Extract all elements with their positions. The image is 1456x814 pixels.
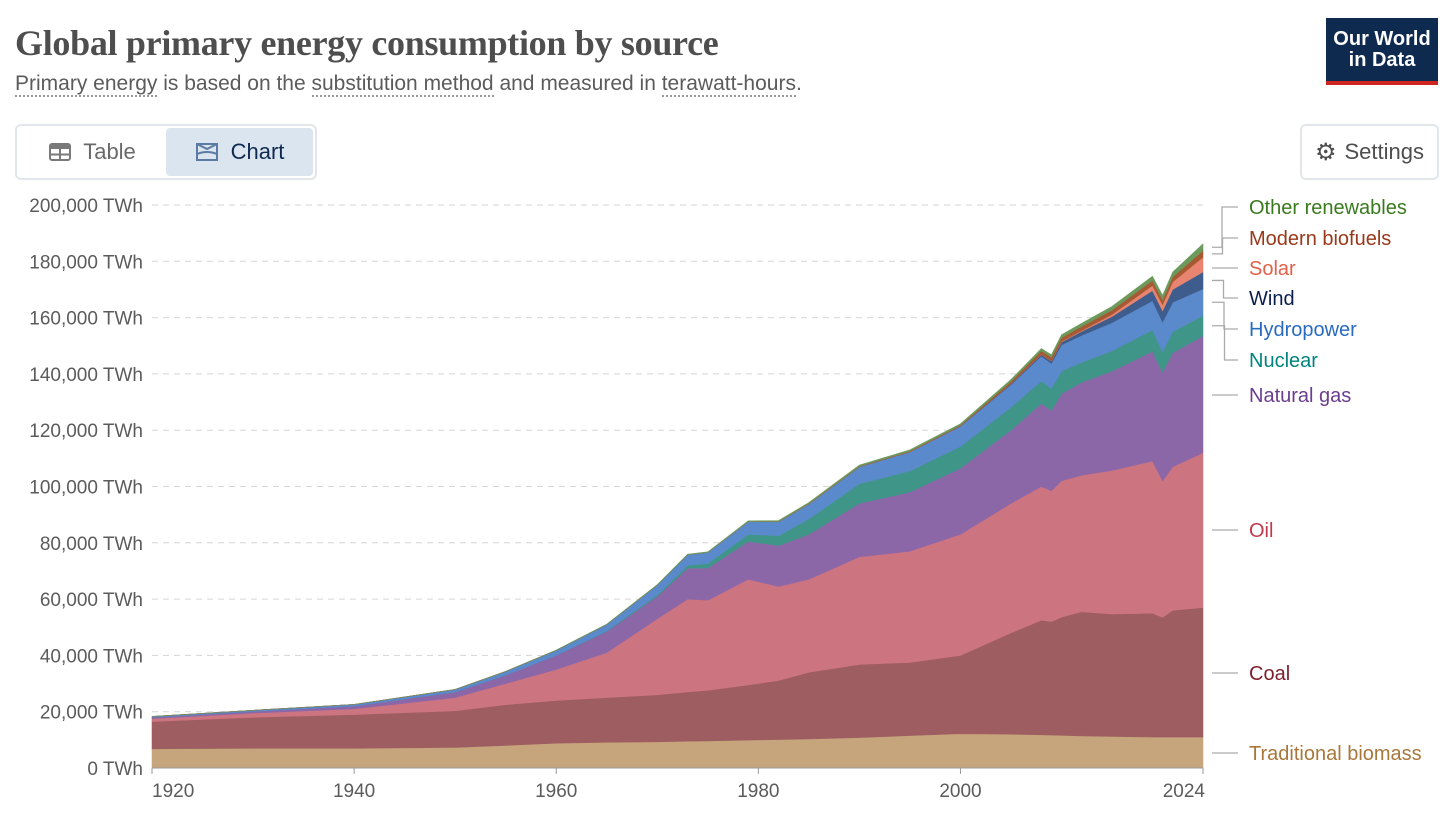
legend-label: Nuclear (1249, 350, 1318, 372)
legend-label: Traditional biomass (1249, 743, 1422, 765)
subtitle-text: and measured in (493, 72, 662, 95)
legend-item-nuclear[interactable]: Nuclear (1212, 325, 1318, 372)
settings-label: Settings (1344, 139, 1425, 164)
legend-label: Wind (1249, 288, 1295, 310)
legend-item-oil[interactable]: Oil (1212, 520, 1273, 542)
y-tick-label: 0 TWh (87, 759, 143, 780)
x-tick-label: 2000 (939, 781, 981, 802)
y-tick-label: 20,000 TWh (40, 703, 143, 724)
tab-chart-label: Chart (230, 139, 285, 164)
subtitle: Primary energy is based on the substitut… (15, 72, 802, 97)
legend-label: Other renewables (1249, 197, 1407, 219)
terawatt-hours-link[interactable]: terawatt-hours (661, 72, 796, 97)
legend-label: Solar (1249, 258, 1296, 280)
y-tick-label: 140,000 TWh (29, 365, 143, 386)
legend-label: Coal (1249, 663, 1290, 685)
legend-item-modern-biofuels[interactable]: Modern biofuels (1212, 228, 1391, 255)
x-tick-label: 1960 (535, 781, 577, 802)
subtitle-text: is based on the (157, 72, 312, 95)
y-tick-label: 120,000 TWh (29, 421, 143, 442)
legend-connector (1212, 206, 1238, 248)
tab-table[interactable]: Table (19, 128, 166, 176)
primary-energy-link[interactable]: Primary energy (15, 72, 158, 97)
x-tick-label: 1920 (152, 781, 194, 802)
subtitle-text: . (795, 72, 802, 95)
substitution-method-link[interactable]: substitution method (311, 72, 494, 97)
y-tick-label: 180,000 TWh (29, 252, 143, 273)
legend-connector (1212, 237, 1238, 255)
y-tick-label: 40,000 TWh (40, 646, 143, 667)
page-title: Global primary energy consumption by sou… (15, 23, 719, 63)
legend-connector (1212, 301, 1238, 330)
legend-item-hydropower[interactable]: Hydropower (1212, 301, 1357, 341)
y-tick-label: 80,000 TWh (40, 534, 143, 555)
y-tick-label: 60,000 TWh (40, 590, 143, 611)
legend-connector (1212, 279, 1238, 299)
owid-logo[interactable]: Our World in Data (1326, 18, 1438, 85)
y-tick-label: 200,000 TWh (29, 196, 143, 217)
legend-label: Hydropower (1249, 319, 1357, 341)
legend-item-other-renewables[interactable]: Other renewables (1212, 197, 1407, 248)
y-tick-label: 100,000 TWh (29, 478, 143, 499)
y-tick-label: 160,000 TWh (29, 309, 143, 330)
legend-label: Oil (1249, 520, 1273, 542)
x-tick-label: 2024 (1163, 781, 1206, 802)
tab-table-label: Table (83, 139, 136, 164)
area-other-renewables[interactable] (151, 243, 1204, 717)
legend-item-wind[interactable]: Wind (1212, 279, 1295, 310)
legend-label: Natural gas (1249, 385, 1351, 407)
settings-button[interactable]: ⚙ Settings (1300, 124, 1439, 180)
legend-item-solar[interactable]: Solar (1212, 258, 1296, 280)
x-tick-label: 1940 (333, 781, 375, 802)
x-tick-label: 1980 (737, 781, 779, 802)
legend-label: Modern biofuels (1249, 228, 1391, 250)
legend-item-traditional-biomass[interactable]: Traditional biomass (1212, 743, 1422, 765)
table-icon (49, 143, 72, 161)
legend-item-natural-gas[interactable]: Natural gas (1212, 385, 1351, 407)
chart-icon (195, 143, 218, 161)
legend-connector (1212, 325, 1238, 361)
legend-item-coal[interactable]: Coal (1212, 663, 1290, 685)
tab-chart[interactable]: Chart (166, 128, 313, 176)
gear-icon: ⚙ (1314, 138, 1337, 166)
view-toggle: Table Chart (15, 124, 317, 180)
